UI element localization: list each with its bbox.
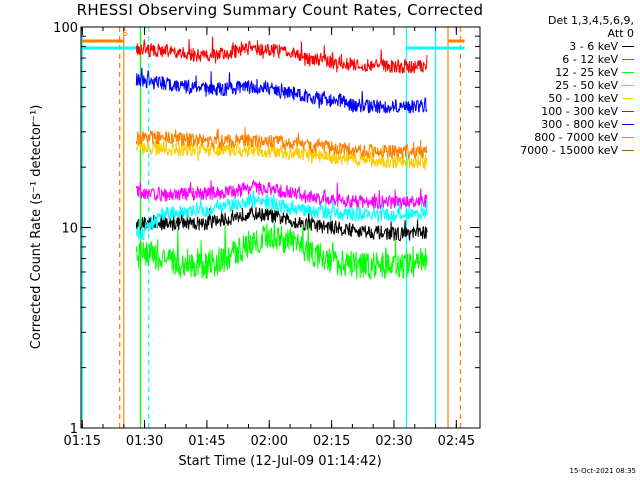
legend-entry-label: 50 - 100 keV: [548, 92, 618, 105]
x-tick-label-7: 02:45: [438, 434, 475, 449]
legend-entry: 300 - 800 keV: [484, 118, 634, 131]
legend-entry: 800 - 7000 keV: [484, 131, 634, 144]
legend-entry: 3 - 6 keV: [484, 40, 634, 53]
y-axis-label-group: Corrected Count Rate (s⁻¹ detector⁻¹): [29, 105, 44, 350]
generation-timestamp: 15-Oct-2021 08:35: [569, 467, 636, 475]
legend-header-line-1: Det 1,3,4,5,6,9,: [547, 14, 634, 27]
legend-entry-label: 100 - 300 keV: [541, 105, 618, 118]
legend-entry-swatch: [622, 72, 634, 73]
series-line-12-25-kev: [135, 222, 428, 280]
x-tick-label-3: 01:45: [188, 434, 225, 449]
series-line-25-50-kev: [135, 190, 428, 241]
legend-entry-label: 12 - 25 keV: [555, 66, 618, 79]
x-axis-label: Start Time (12-Jul-09 01:14:42): [178, 454, 382, 469]
y-tick-label-3: 100: [53, 21, 78, 36]
y-tick-label-2: 10: [61, 222, 78, 237]
legend-entry-swatch: [622, 59, 634, 60]
legend-header-line-2: Att 0: [607, 27, 634, 40]
legend-entry: 100 - 300 keV: [484, 105, 634, 118]
axes: 01:15 01:30 01:45 02:00 02:15 02:30 02:45 1 10 10…: [53, 21, 481, 449]
legend-entry-label: 3 - 6 keV: [569, 40, 618, 53]
legend-entry-swatch: [622, 111, 634, 112]
series-line-800-7000-kev: [135, 127, 428, 160]
legend-entry-swatch: [622, 137, 634, 138]
x-tick-label-4: 02:00: [251, 434, 288, 449]
chart-title: RHESSI Observing Summary Count Rates, Co…: [76, 1, 484, 19]
y-axis-label: Corrected Count Rate (s⁻¹ detector⁻¹): [29, 105, 44, 350]
series-line-100-300-kev: [135, 36, 428, 74]
flag-label-1: S: [122, 29, 128, 39]
legend-entry: 25 - 50 keV: [484, 79, 634, 92]
plot-area: S: [81, 27, 465, 428]
series-line-300-800-kev: [135, 67, 428, 114]
legend-entry-label: 300 - 800 keV: [541, 118, 618, 131]
legend-entry: 7000 - 15000 keV: [484, 144, 634, 157]
legend-entry: 6 - 12 keV: [484, 53, 634, 66]
legend-entry-swatch: [622, 124, 634, 125]
x-tick-label-2: 01:30: [126, 434, 163, 449]
x-tick-label-1: 01:15: [64, 434, 101, 449]
legend-entry-label: 800 - 7000 keV: [534, 131, 618, 144]
legend-entry: 50 - 100 keV: [484, 92, 634, 105]
series-line-3-6-kev: [135, 205, 428, 242]
legend-entry-swatch: [622, 98, 634, 99]
x-tick-label-5: 02:15: [313, 434, 350, 449]
legend: Det 1,3,4,5,6,9, Att 0 3 - 6 keV 6 - 12 k…: [484, 14, 634, 157]
legend-entry-swatch: [622, 46, 634, 47]
legend-entry-label: 7000 - 15000 keV: [520, 144, 618, 157]
legend-entry-swatch: [622, 150, 634, 151]
legend-entry: 12 - 25 keV: [484, 66, 634, 79]
legend-entries: 3 - 6 keV 6 - 12 keV 12 - 25 keV 25 - 50 ke…: [484, 40, 634, 157]
legend-entry-label: 6 - 12 keV: [562, 53, 618, 66]
x-tick-label-6: 02:30: [375, 434, 412, 449]
legend-entry-swatch: [622, 85, 634, 86]
series-line-6-12-kev: [135, 179, 428, 210]
y-tick-label-1: 1: [70, 422, 78, 437]
series-line-50-100-kev: [135, 133, 428, 171]
legend-entry-label: 25 - 50 keV: [555, 79, 618, 92]
